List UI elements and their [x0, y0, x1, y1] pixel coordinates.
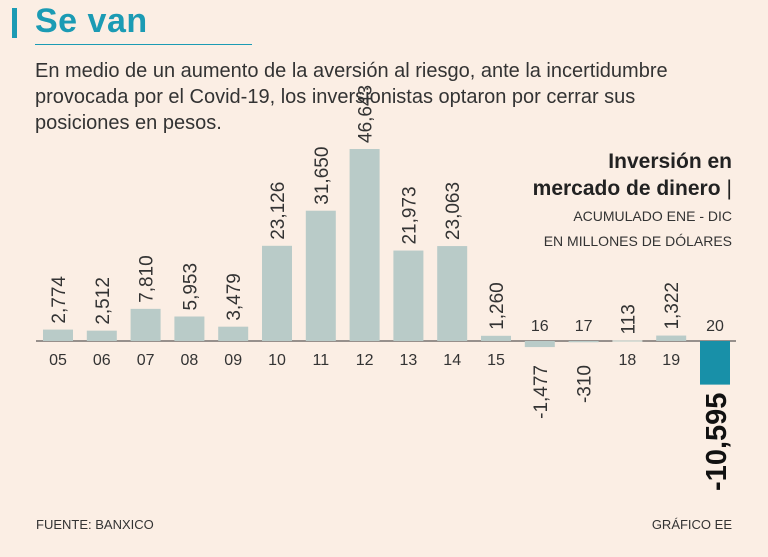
- x-tick-label: 17: [575, 318, 593, 335]
- bar-value-label: 31,650: [312, 147, 333, 205]
- bar-18: [612, 340, 643, 342]
- x-tick-label: 06: [93, 352, 111, 369]
- x-tick-label: 12: [356, 352, 374, 369]
- bar-value-label: 23,063: [443, 182, 464, 240]
- chart-title-line1: Inversión en: [608, 150, 732, 173]
- bar-12: [349, 149, 380, 341]
- page-title: Se van: [35, 2, 148, 40]
- bar-06: [86, 330, 117, 341]
- bar-value-label: -310: [575, 365, 596, 403]
- page-subtitle: En medio de un aumento de la aversión al…: [35, 60, 668, 134]
- x-tick-label: 16: [531, 318, 549, 335]
- bar-13: [393, 250, 424, 341]
- x-tick-label: 15: [487, 352, 505, 369]
- bar-11: [305, 210, 336, 341]
- bar-value-label: 1,322: [662, 282, 683, 330]
- bar-value-label: 5,953: [180, 263, 201, 311]
- bar-07: [130, 308, 161, 341]
- bar-value-label: 1,260: [487, 282, 508, 330]
- bar-09: [218, 326, 249, 341]
- x-tick-label: 18: [619, 352, 637, 369]
- bar-16: [524, 341, 555, 348]
- x-tick-label: 05: [49, 352, 67, 369]
- x-tick-label: 11: [312, 352, 329, 369]
- x-tick-label: 13: [400, 352, 418, 369]
- bar-value-label: 2,774: [49, 276, 70, 324]
- graphic-credit: GRÁFICO EE: [651, 517, 732, 532]
- chart-units-line1: ACUMULADO ENE - DIC: [573, 208, 732, 224]
- bar-value-label: 23,126: [268, 182, 289, 240]
- chart-title: Inversión en mercado de dinero |: [533, 148, 732, 202]
- chart-title-separator: |: [726, 177, 732, 200]
- bar-value-label: 2,512: [93, 277, 114, 325]
- x-tick-label: 09: [224, 352, 242, 369]
- x-tick-label: 10: [268, 352, 286, 369]
- bar-value-label: -1,477: [531, 365, 552, 419]
- bar-value-label: 3,479: [224, 273, 245, 321]
- bar-14: [437, 246, 468, 341]
- x-tick-label: 14: [443, 352, 461, 369]
- bar-value-label: 7,810: [137, 255, 158, 303]
- title-accent-bar: [12, 8, 17, 38]
- bar-value-label: 46,643: [356, 85, 377, 143]
- source-note: FUENTE: BANXICO: [36, 517, 154, 532]
- title-underline: [35, 44, 252, 45]
- x-tick-label: 08: [181, 352, 199, 369]
- bar-17: [568, 341, 599, 343]
- chart-units: ACUMULADO ENE - DIC EN MILLONES DE DÓLAR…: [544, 204, 732, 254]
- bar-19: [656, 335, 687, 341]
- chart-units-line2: EN MILLONES DE DÓLARES: [543, 233, 732, 249]
- x-tick-label: 20: [706, 318, 724, 335]
- bar-value-label: -10,595: [701, 393, 733, 491]
- bar-08: [174, 316, 205, 341]
- x-tick-label: 07: [137, 352, 155, 369]
- bar-15: [481, 335, 511, 341]
- bar-05: [43, 329, 73, 341]
- chart-title-line2: mercado de dinero: [532, 177, 721, 200]
- x-tick-label: 19: [662, 352, 680, 369]
- bar-value-label: 113: [618, 304, 639, 334]
- bar-value-label: 21,973: [399, 186, 420, 244]
- bar-10: [262, 245, 292, 341]
- bar-20: [700, 341, 730, 385]
